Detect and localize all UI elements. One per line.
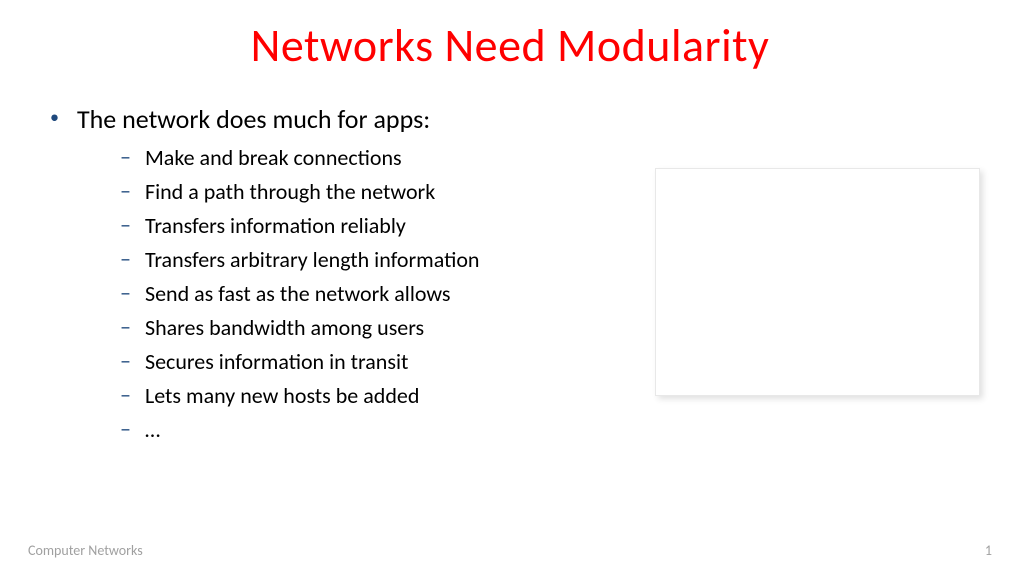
dash-marker-icon: –	[120, 175, 131, 207]
dash-marker-icon: –	[120, 379, 131, 411]
dash-marker-icon: –	[120, 311, 131, 343]
bullet-l1-text: The network does much for apps:	[77, 102, 430, 137]
bullet-l2-text: …	[145, 413, 160, 446]
dash-marker-icon: –	[120, 141, 131, 173]
footer-left-text: Computer Networks	[28, 542, 143, 559]
image-placeholder	[655, 168, 980, 396]
bullet-l2-text: Transfers information reliably	[145, 209, 406, 242]
dash-marker-icon: –	[120, 243, 131, 275]
bullet-l2-text: Make and break connections	[145, 141, 402, 174]
dash-marker-icon: –	[120, 413, 131, 445]
bullet-level-2: –…	[120, 413, 1020, 446]
dash-marker-icon: –	[120, 209, 131, 241]
bullet-l2-text: Lets many new hosts be added	[145, 379, 419, 412]
slide-number: 1	[985, 542, 992, 559]
bullet-l2-text: Transfers arbitrary length information	[145, 243, 480, 276]
bullet-marker-icon: •	[50, 108, 59, 126]
bullet-l2-text: Send as fast as the network allows	[145, 277, 451, 310]
bullet-level-1: • The network does much for apps:	[50, 102, 1020, 137]
dash-marker-icon: –	[120, 345, 131, 377]
bullet-l2-text: Find a path through the network	[145, 175, 435, 208]
bullet-l2-text: Secures information in transit	[145, 345, 408, 378]
slide-title: Networks Need Modularity	[0, 0, 1020, 74]
bullet-l2-text: Shares bandwidth among users	[145, 311, 424, 344]
dash-marker-icon: –	[120, 277, 131, 309]
